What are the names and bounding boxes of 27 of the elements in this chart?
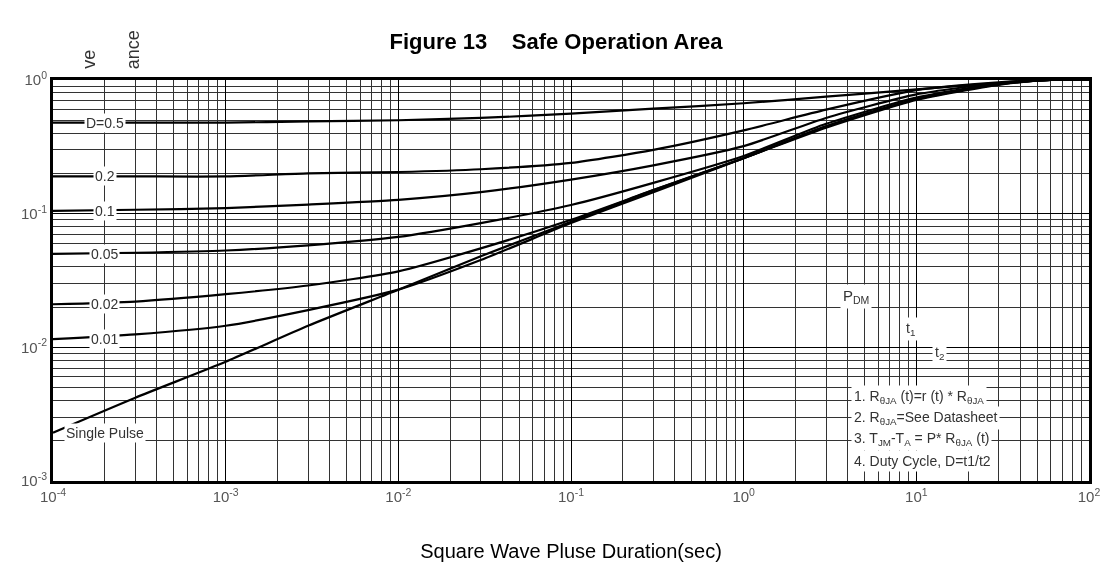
chart-title: Figure 13 Safe Operation Area bbox=[389, 28, 724, 54]
annotation: t$_{1}$ bbox=[906, 320, 916, 338]
y-tick-label: 10$^{-2}$ bbox=[20, 336, 48, 356]
series-label: 0.1 bbox=[95, 203, 115, 219]
annotation: 2. R$_{θJA}$=See Datasheet bbox=[854, 409, 998, 427]
y-tick-label: 10$^{0}$ bbox=[24, 68, 48, 89]
text: ance bbox=[123, 30, 144, 70]
annotation: 3. T$_{JM}$-T$_{A}$ = P* R$_{θJA}$ (t) bbox=[854, 430, 990, 448]
x-tick-label: 10$^{1}$ bbox=[905, 485, 928, 505]
x-tick-label: 10$^{0}$ bbox=[732, 485, 756, 505]
series-label: 0.2 bbox=[95, 168, 115, 184]
text: ve bbox=[78, 49, 99, 69]
series-label: Single Pulse bbox=[66, 425, 145, 441]
annotation: 4. Duty Cycle, D=t1/t2 bbox=[854, 453, 991, 469]
series-label: 0.01 bbox=[91, 331, 119, 347]
x-axis-title: Square Wave Pluse Duration(sec) bbox=[420, 539, 722, 562]
series-label: 0.02 bbox=[91, 296, 119, 312]
x-tick-label: 10$^{-2}$ bbox=[385, 485, 412, 505]
annotation: P$_{DM}$ bbox=[843, 287, 870, 307]
x-tick-label: 10$^{-3}$ bbox=[212, 485, 239, 505]
x-tick-label: 10$^{2}$ bbox=[1077, 485, 1101, 505]
annotation: t$_{2}$ bbox=[935, 344, 945, 362]
x-tick-label: 10$^{-1}$ bbox=[557, 485, 585, 505]
annotation: 1. R$_{θJA}$ (t)=r (t) * R$_{θJA}$ bbox=[854, 388, 985, 406]
series-label: 0.05 bbox=[91, 246, 119, 262]
series-label: D=0.5 bbox=[86, 115, 124, 131]
y-tick-label: 10$^{-1}$ bbox=[20, 202, 48, 222]
